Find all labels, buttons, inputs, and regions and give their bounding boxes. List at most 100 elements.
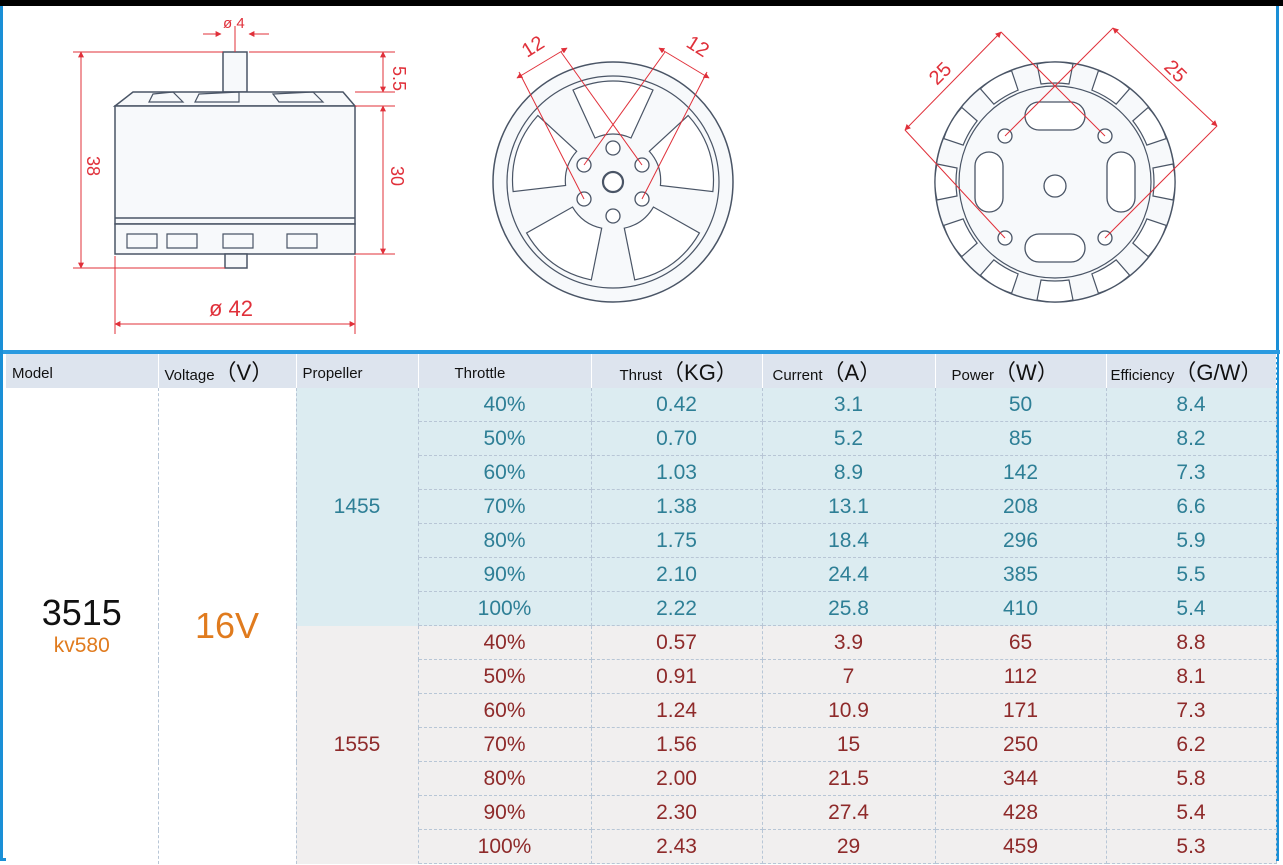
header-throttle: Throttle [418,354,592,388]
voltage-cell: 16V [158,388,297,864]
thrust-cell: 0.70 [591,421,763,456]
dim-shaft-diameter: ø 4 [223,15,245,32]
power-cell: 208 [935,489,1107,524]
thrust-cell: 0.91 [591,659,763,694]
power-cell: 344 [935,761,1107,796]
spec-table: Model Voltage（V） Propeller Throttle Thru… [6,354,1277,864]
side-view-drawing: ø 4 5.5 38 30 ø 42 [73,15,409,334]
power-cell: 410 [935,591,1107,626]
table-row: 50% 0.91 7 112 8.1 [6,659,1277,694]
efficiency-cell: 5.4 [1106,795,1277,830]
power-cell: 385 [935,557,1107,592]
current-cell: 21.5 [762,761,936,796]
throttle-cell: 50% [418,421,592,456]
current-cell: 8.9 [762,455,936,490]
model-cell: 3515 kv580 [6,388,159,864]
current-cell: 3.9 [762,625,936,660]
table-row: 1555 40% 0.57 3.9 65 8.8 [6,625,1277,864]
thrust-cell: 1.03 [591,455,763,490]
table-row: 90% 2.30 27.4 428 5.4 [6,795,1277,830]
power-cell: 85 [935,421,1107,456]
dim-top-right: 12 [682,32,713,62]
propeller-cell: 1455 [296,388,419,626]
efficiency-cell: 5.3 [1106,829,1277,864]
throttle-cell: 90% [418,795,592,830]
current-cell: 24.4 [762,557,936,592]
throttle-cell: 80% [418,761,592,796]
table-header-row: Model Voltage（V） Propeller Throttle Thru… [6,354,1277,388]
header-unit: （W） [994,360,1059,385]
current-cell: 10.9 [762,693,936,728]
throttle-cell: 80% [418,523,592,558]
dim-bottom-left: 25 [925,58,956,89]
thrust-cell: 1.24 [591,693,763,728]
throttle-cell: 70% [418,489,592,524]
dim-total-height: 38 [83,156,103,176]
throttle-cell: 40% [418,388,592,422]
dim-shaft-length: 5.5 [389,66,409,91]
spec-table-body: 3515 kv580 16V 1455 40% 0.42 3.1 50 8.4 50% 0.70 5.… [6,388,1277,864]
bottom-view-drawing: 25 25 [904,27,1218,303]
table-row: 70% 1.56 15 250 6.2 [6,727,1277,762]
header-label: Propeller [302,365,363,382]
dim-outer-diameter: ø 42 [209,296,253,321]
current-cell: 5.2 [762,421,936,456]
header-unit: （G/W） [1174,360,1263,385]
header-label: Power [951,367,995,384]
power-cell: 142 [935,455,1107,490]
thrust-cell: 2.43 [591,829,763,864]
thrust-cell: 1.56 [591,727,763,762]
table-row: 100% 2.22 25.8 410 5.4 [6,591,1277,626]
current-cell: 13.1 [762,489,936,524]
efficiency-cell: 8.4 [1106,388,1277,422]
thrust-cell: 2.10 [591,557,763,592]
thrust-cell: 2.30 [591,795,763,830]
efficiency-cell: 8.8 [1106,625,1277,660]
header-current: Current（A） [762,354,936,388]
current-cell: 27.4 [762,795,936,830]
efficiency-cell: 5.4 [1106,591,1277,626]
table-row: 3515 kv580 16V 1455 40% 0.42 3.1 50 8.4 [6,388,1277,864]
model-kv: kv580 [53,633,110,657]
throttle-cell: 50% [418,659,592,694]
header-efficiency: Efficiency（G/W） [1106,354,1277,388]
top-view-drawing: 12 12 [492,32,734,303]
efficiency-cell: 6.2 [1106,727,1277,762]
current-cell: 3.1 [762,388,936,422]
throttle-cell: 40% [418,625,592,660]
table-row: 80% 2.00 21.5 344 5.8 [6,761,1277,796]
current-cell: 25.8 [762,591,936,626]
top-black-bar [0,0,1283,6]
efficiency-cell: 5.5 [1106,557,1277,592]
section-divider [3,350,1280,354]
header-unit: （A） [822,360,882,385]
thrust-cell: 1.38 [591,489,763,524]
table-row: 60% 1.24 10.9 171 7.3 [6,693,1277,728]
header-model: Model [6,354,159,388]
bottom-dimension-lines [904,27,1218,239]
throttle-cell: 60% [418,455,592,490]
header-label: Efficiency [1110,367,1175,384]
header-label: Voltage [164,367,215,384]
header-unit: （V） [214,360,274,385]
voltage-value: 16V [194,604,260,646]
header-unit: （KG） [662,360,738,385]
motor-side-vents [126,91,325,249]
table-row: 100% 2.43 29 459 5.3 [6,829,1277,864]
efficiency-cell: 7.3 [1106,455,1277,490]
thrust-cell: 0.42 [591,388,763,422]
motor-drawings: ø 4 5.5 38 30 ø 42 [73,15,1218,334]
dim-bottom-right: 25 [1159,56,1190,87]
current-cell: 18.4 [762,523,936,558]
thrust-cell: 2.00 [591,761,763,796]
side-dimension-labels: ø 4 5.5 38 30 ø 42 [83,15,409,321]
thrust-cell: 1.75 [591,523,763,558]
top-dimension-lines [516,47,710,200]
propeller-cell: 1555 [296,625,419,864]
power-cell: 50 [935,388,1107,422]
current-cell: 7 [762,659,936,694]
dim-body-height: 30 [387,166,407,186]
bottom-kidney-slots [974,101,1136,263]
motor-side-outline [112,51,357,269]
header-voltage: Voltage（V） [158,354,297,388]
